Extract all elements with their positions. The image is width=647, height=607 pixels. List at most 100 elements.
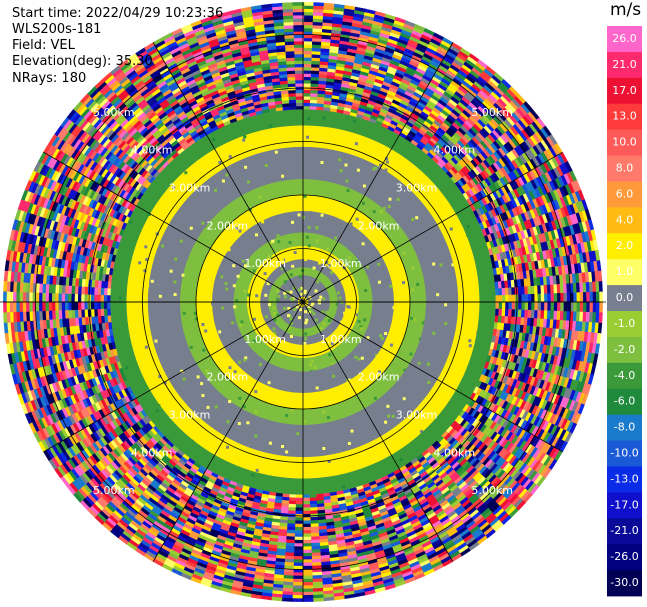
noise-gate [464,120,474,130]
noise-gate [504,464,514,475]
noise-gate [485,186,493,196]
velocity-speckle [281,174,285,178]
noise-gate [364,85,374,92]
noise-gate [498,358,504,368]
velocity-speckle [466,233,470,237]
velocity-speckle [320,326,324,330]
noise-gate [280,83,289,88]
noise-gate [459,98,470,108]
noise-gate [405,69,416,77]
noise-gate [83,458,93,469]
noise-gate [178,137,187,146]
noise-gate [462,430,471,440]
noise-gate [476,476,487,486]
velocity-speckle [254,410,258,414]
noise-gate [411,460,421,468]
noise-gate [108,267,114,276]
noise-gate [505,141,515,152]
noise-gate [501,236,508,246]
noise-gate [538,268,544,279]
noise-gate [177,110,187,119]
velocity-speckle [193,311,197,315]
noise-gate [108,328,114,337]
noise-gate [453,476,463,486]
noise-gate [434,104,444,113]
noise-gate [511,207,519,218]
noise-gate [237,497,247,503]
noise-gate [346,51,357,57]
noise-gate [544,293,548,303]
noise-gate [143,77,155,86]
noise-gate [72,170,81,182]
noise-gate [567,245,573,257]
noise-gate [173,475,183,484]
noise-gate [393,114,402,121]
velocity-speckle [384,168,388,172]
noise-gate [413,51,425,60]
noise-gate [105,489,116,500]
noise-gate [468,102,479,112]
noise-gate [269,61,280,67]
noise-gate [200,44,212,52]
noise-gate [154,118,164,128]
noise-gate [347,560,359,566]
noise-gate [453,154,462,163]
noise-gate [349,490,358,496]
noise-gate [505,368,512,378]
noise-gate [145,108,156,118]
noise-gate [374,51,385,58]
noise-gate [99,468,110,479]
noise-gate [372,108,381,115]
noise-gate [556,310,561,321]
noise-gate [498,366,505,376]
noise-gate [130,140,140,150]
noise-gate [417,456,426,464]
velocity-speckle [360,356,364,360]
noise-gate [284,542,295,547]
noise-gate [486,96,497,106]
noise-gate [64,292,69,302]
noise-gate [455,104,466,113]
noise-gate [496,416,504,426]
noise-gate [67,367,74,378]
noise-gate [142,453,152,462]
noise-gate [120,396,128,405]
noise-gate [133,197,141,206]
noise-gate [225,510,235,517]
noise-gate [250,504,260,510]
noise-gate [316,106,325,111]
noise-gate [295,73,304,78]
noise-gate [240,83,251,89]
noise-gate [455,171,464,181]
noise-gate [528,424,537,435]
velocity-speckle [296,432,300,436]
noise-gate [454,453,463,463]
noise-gate [570,244,577,256]
velocity-speckle [268,303,271,307]
noise-gate [106,171,115,181]
noise-gate [82,406,90,417]
noise-gate [97,286,102,295]
noise-gate [232,82,242,88]
noise-gate [174,73,185,82]
noise-gate [140,478,150,487]
noise-gate [475,155,484,165]
noise-gate [511,287,516,296]
noise-gate [387,90,397,97]
noise-gate [74,293,79,302]
noise-gate [493,151,502,161]
noise-gate [49,363,56,374]
noise-gate [310,532,320,537]
noise-gate [156,133,166,142]
noise-gate [103,301,108,309]
noise-gate [487,144,497,155]
noise-gate [410,457,419,465]
noise-gate [369,507,379,514]
velocity-speckle [268,242,272,246]
noise-gate [185,460,194,468]
noise-gate [245,563,257,569]
noise-gate [510,446,520,457]
noise-gate [248,81,258,87]
noise-gate [546,354,552,365]
noise-gate [532,377,539,388]
